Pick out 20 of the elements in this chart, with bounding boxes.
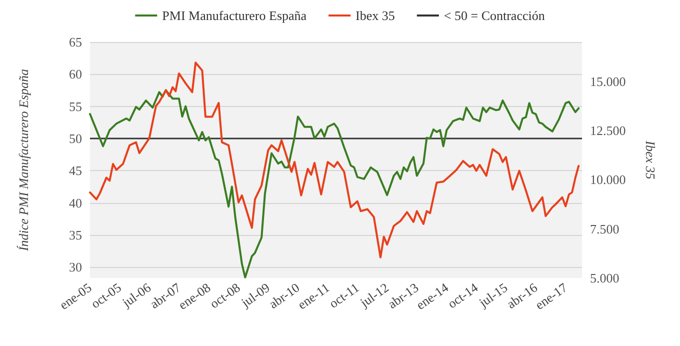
legend-label: Ibex 35: [356, 8, 395, 23]
y2-tick-label: 15.000: [590, 74, 626, 89]
legend-label: PMI Manufacturero España: [162, 8, 307, 23]
y2-tick-label: 10.000: [590, 172, 626, 188]
y-tick-label: 65: [69, 34, 82, 50]
y-tick-label: 55: [69, 98, 82, 114]
legend-label: < 50 = Contracción: [444, 8, 546, 23]
y2-axis-title: Ibex 35: [643, 140, 658, 180]
line-series: [89, 62, 580, 258]
y2-tick-label: 12.500: [590, 123, 626, 138]
y2-tick-label: 7.500: [590, 221, 620, 236]
y-tick-label: 45: [69, 163, 82, 178]
y2-tick-label: 5.000: [590, 270, 620, 286]
y-tick-label: 30: [69, 260, 82, 275]
y-tick-label: 60: [69, 66, 82, 82]
y-axis-title: Índice PMI Manufacturero España: [16, 68, 31, 252]
line-series: [89, 89, 580, 278]
y-tick-label: 35: [69, 227, 82, 242]
y-tick-label: 40: [69, 195, 82, 210]
y-tick-label: 50: [69, 130, 82, 146]
